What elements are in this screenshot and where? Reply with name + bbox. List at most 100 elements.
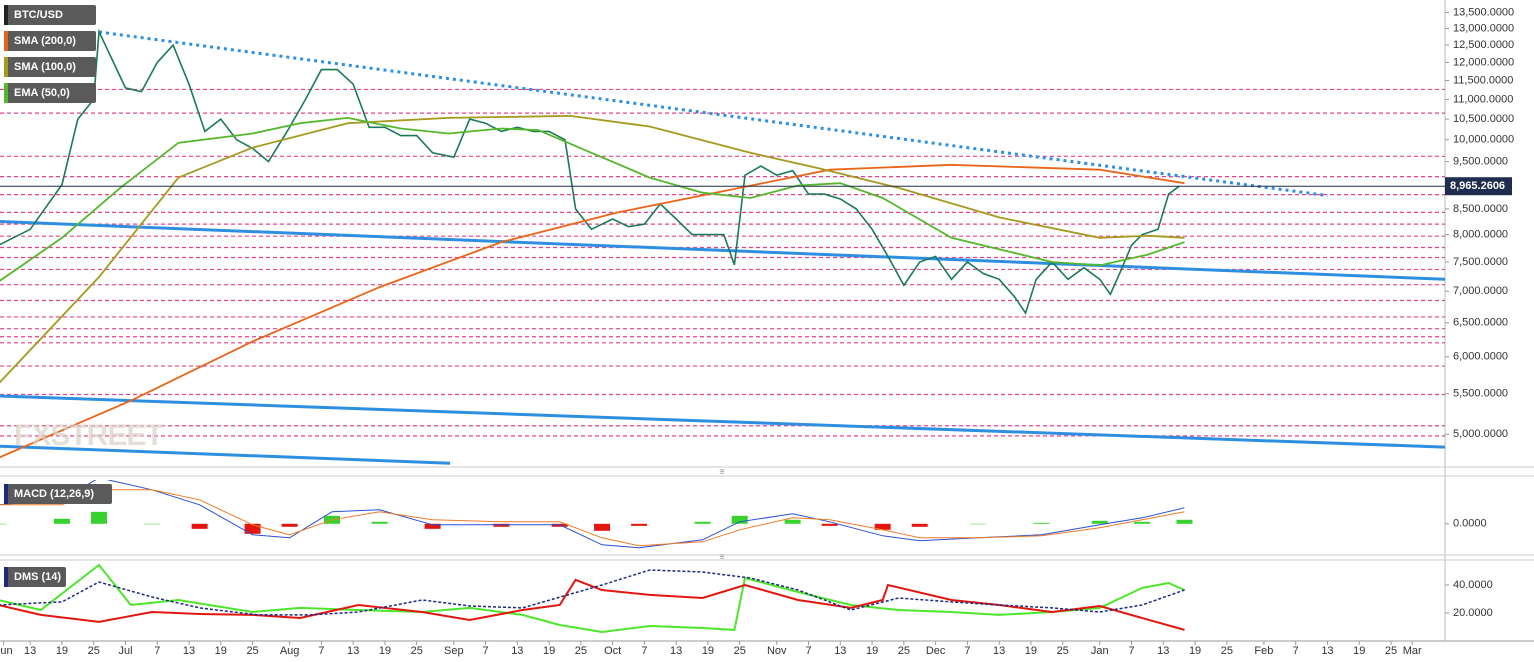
x-tick-label: 19: [543, 645, 555, 657]
x-tick-label: Sep: [444, 645, 464, 657]
y-tick-label: 12,500.0000: [1453, 39, 1514, 51]
histogram-bar: [731, 515, 748, 524]
y-tick-label: 11,000.0000: [1453, 93, 1513, 105]
y-tick-label: 7,500.0000: [1453, 256, 1508, 268]
histogram-bar: [821, 523, 838, 526]
x-tick-label: Oct: [604, 645, 621, 657]
macd-panel: [0, 480, 1193, 549]
x-tick-label: 7: [482, 645, 488, 657]
legend-label[interactable]: SMA (200,0): [14, 35, 76, 47]
y-tick-label: 8,500.0000: [1453, 203, 1508, 215]
x-tick-label: 7: [318, 645, 324, 657]
legend-swatch: [4, 31, 8, 51]
legend-box[interactable]: [4, 5, 96, 25]
x-tick-label: 13: [1321, 645, 1333, 657]
dms-panel: [0, 563, 1185, 634]
x-tick-label: 19: [379, 645, 391, 657]
x-tick-label: 25: [898, 645, 910, 657]
x-tick-label: Feb: [1254, 645, 1273, 657]
legend-box[interactable]: [4, 484, 112, 504]
legend-label[interactable]: EMA (50,0): [14, 87, 70, 99]
x-tick-label: 25: [734, 645, 746, 657]
histogram-bar: [91, 511, 108, 524]
legend-label[interactable]: BTC/USD: [14, 9, 63, 21]
series-line: [0, 569, 1185, 616]
x-tick-label: 13: [347, 645, 359, 657]
series-line: [0, 114, 1185, 384]
x-tick-label: 19: [866, 645, 878, 657]
x-tick-label: 25: [575, 645, 587, 657]
x-tick-label: 7: [154, 645, 160, 657]
legend-swatch: [4, 83, 8, 103]
y-tick-label: 0.0000: [1453, 518, 1487, 530]
legend-box[interactable]: [4, 31, 96, 51]
y-tick-label: 7,000.0000: [1453, 285, 1508, 297]
legend-label[interactable]: DMS (14): [14, 571, 61, 583]
x-tick-label: 13: [834, 645, 846, 657]
x-tick-label: 7: [1128, 645, 1134, 657]
series-line: [0, 489, 1185, 547]
x-tick-label: Dec: [926, 645, 946, 657]
legend-label[interactable]: MACD (12,26,9): [14, 488, 94, 500]
x-tick-label: 7: [964, 645, 970, 657]
histogram-bar: [191, 523, 208, 529]
y-tick-label: 6,000.0000: [1453, 351, 1508, 363]
y-tick-label: 10,500.0000: [1453, 113, 1514, 125]
y-tick-label: 6,500.0000: [1453, 317, 1508, 329]
y-tick-label: 12,000.0000: [1453, 56, 1514, 68]
histogram-bar: [1033, 522, 1050, 524]
current-price-label: 8,965.2606: [1450, 180, 1505, 192]
labels: 5,000.0000 5,500.0000 6,000.0000 6,500.0000…: [0, 5, 1514, 657]
x-tick-label: 7: [641, 645, 647, 657]
x-tick-label: Mar: [1403, 645, 1422, 657]
histogram-bar: [969, 523, 986, 525]
histogram-bar: [1134, 521, 1151, 524]
x-tick-label: 13: [1157, 645, 1169, 657]
y-tick-label: 20.0000: [1453, 607, 1493, 619]
x-tick-label: 13: [183, 645, 195, 657]
histogram-bar: [371, 521, 388, 524]
x-tick-label: Nov: [767, 645, 787, 657]
histogram-bar: [694, 521, 711, 524]
series-line: [0, 163, 1185, 459]
legend-swatch: [4, 5, 8, 25]
y-tick-label: 5,500.0000: [1453, 388, 1508, 400]
resize-handle[interactable]: ≡: [719, 466, 724, 476]
histogram-bar: [281, 523, 298, 527]
legend-label[interactable]: SMA (100,0): [14, 61, 76, 73]
x-tick-label: 25: [88, 645, 100, 657]
histogram-bar: [53, 518, 70, 524]
resize-handle[interactable]: ≡: [719, 551, 724, 561]
x-tick-label: 13: [24, 645, 36, 657]
histogram-bar: [874, 523, 891, 530]
x-tick-label: 19: [1025, 645, 1037, 657]
x-tick-label: 25: [411, 645, 423, 657]
current-price-box: [1445, 177, 1512, 196]
legend-swatch: [4, 484, 8, 504]
histogram-bar: [1091, 520, 1108, 524]
y-tick-label: 9,500.0000: [1453, 156, 1508, 168]
y-tick-label: 13,500.0000: [1453, 6, 1514, 18]
y-tick-label: 11,500.0000: [1453, 74, 1513, 86]
x-tick-label: 19: [56, 645, 68, 657]
series-line: [0, 578, 1185, 631]
y-tick-label: 5,000.0000: [1453, 428, 1508, 440]
x-tick-label: 13: [993, 645, 1005, 657]
legend-box[interactable]: [4, 57, 96, 77]
series-line: [0, 563, 1185, 634]
watermark: FXSTREET: [14, 419, 163, 452]
y-tick-label: 13,000.0000: [1453, 22, 1514, 34]
x-tick-label: Jan: [1091, 645, 1109, 657]
legend-box[interactable]: [4, 567, 66, 587]
x-tick-label: 25: [246, 645, 258, 657]
series-line: [0, 220, 1445, 281]
legend-box[interactable]: [4, 83, 96, 103]
x-tick-label: 25: [1385, 645, 1397, 657]
histogram-bar: [631, 523, 648, 526]
histogram-bar: [1176, 519, 1193, 524]
series-line: [0, 28, 1180, 315]
y-tick-label: 10,000.0000: [1453, 134, 1514, 146]
x-tick-label: 19: [1189, 645, 1201, 657]
